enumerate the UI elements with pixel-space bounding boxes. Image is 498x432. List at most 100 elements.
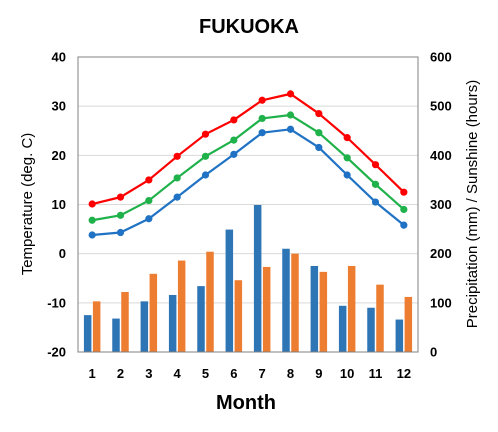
line-series-layer <box>88 90 408 239</box>
bar <box>376 284 384 352</box>
data-point <box>173 193 181 201</box>
y-axis-right-label: Precipitation (mm) / Sunshine (hours) <box>464 80 481 328</box>
x-tick-label: 6 <box>230 366 237 381</box>
bar <box>347 265 356 352</box>
bar <box>338 305 347 352</box>
bar <box>206 251 214 352</box>
data-point <box>286 90 295 98</box>
plot-area <box>77 56 419 353</box>
data-point <box>371 161 380 169</box>
data-point <box>286 125 295 133</box>
data-point <box>145 215 153 223</box>
x-tick-label: 11 <box>369 366 383 381</box>
x-tick-label: 4 <box>174 366 182 381</box>
bar <box>395 319 404 352</box>
y-axis-left-label: Temperature (deg. C) <box>19 133 36 276</box>
bar <box>121 292 129 352</box>
data-point <box>343 154 351 162</box>
bar <box>92 301 101 352</box>
chart-title: FUKUOKA <box>199 16 299 38</box>
bar <box>197 286 205 352</box>
x-tick-label: 10 <box>340 366 354 381</box>
bar <box>282 248 290 352</box>
y-left-tick-label: 0 <box>59 246 66 261</box>
data-point <box>201 152 210 160</box>
data-point <box>116 211 125 219</box>
bar <box>234 280 243 352</box>
series-line <box>92 128 405 237</box>
y-right-tick-label: 600 <box>430 50 452 65</box>
bar <box>149 273 158 352</box>
data-point <box>371 198 380 206</box>
y-right-tick-label: 200 <box>430 246 452 261</box>
y-right-tick-label: 400 <box>430 148 452 163</box>
data-point <box>173 174 181 182</box>
data-point <box>230 136 238 144</box>
x-tick-label: 3 <box>145 366 152 381</box>
gridlines <box>78 105 418 304</box>
y-right-tick-labels: 0 100 200 300 400 500 600 <box>430 50 452 360</box>
data-point <box>173 152 181 160</box>
y-left-tick-label: 30 <box>52 99 66 114</box>
data-point <box>315 143 323 152</box>
data-point <box>400 221 408 229</box>
y-left-tick-label: -20 <box>47 345 66 360</box>
data-point <box>400 188 408 196</box>
y-left-tick-labels: -20 -10 0 10 20 30 40 <box>47 50 66 360</box>
data-point <box>145 176 153 184</box>
data-point <box>145 196 153 205</box>
bar <box>404 296 413 352</box>
data-point <box>400 205 408 214</box>
bar <box>291 253 299 352</box>
bar <box>310 265 319 352</box>
y-left-tick-label: -10 <box>47 295 66 310</box>
data-point <box>230 116 238 124</box>
series-line <box>91 92 405 206</box>
x-tick-label: 1 <box>89 366 96 381</box>
data-point <box>315 129 323 137</box>
x-tick-label: 5 <box>202 366 209 381</box>
y-left-tick-label: 40 <box>52 50 66 65</box>
data-point <box>88 216 96 224</box>
bar <box>253 204 262 352</box>
x-tick-label: 7 <box>259 366 266 381</box>
bar-series-layer <box>83 204 413 352</box>
x-tick-label: 12 <box>397 366 411 381</box>
bar <box>225 229 234 352</box>
data-point <box>230 150 238 158</box>
bar <box>112 318 120 352</box>
data-point <box>201 130 210 138</box>
y-left-tick-label: 20 <box>52 148 66 163</box>
data-point <box>371 180 380 188</box>
data-point <box>315 109 323 118</box>
data-point <box>286 111 295 119</box>
x-tick-label: 9 <box>315 366 322 381</box>
y-right-tick-label: 500 <box>430 99 452 114</box>
bar <box>319 271 328 352</box>
y-right-tick-label: 300 <box>430 197 452 212</box>
y-right-tick-label: 100 <box>430 295 452 310</box>
data-point <box>343 134 351 142</box>
data-point <box>258 114 266 123</box>
x-tick-label: 2 <box>117 366 124 381</box>
data-point <box>116 228 125 237</box>
bar <box>262 266 271 352</box>
bar <box>83 315 92 352</box>
x-tick-labels: 1 2 3 4 5 6 7 8 9 10 11 12 <box>89 366 412 381</box>
data-point <box>258 96 266 104</box>
bar <box>140 301 149 352</box>
y-right-tick-label: 0 <box>430 345 437 360</box>
data-point <box>343 171 351 179</box>
data-point <box>201 171 210 179</box>
data-point <box>88 200 96 208</box>
y-left-tick-label: 10 <box>52 197 66 212</box>
bar <box>367 307 375 352</box>
bar <box>168 294 177 352</box>
x-axis-label: Month <box>216 392 276 414</box>
bar <box>177 260 186 352</box>
series-line <box>91 113 405 222</box>
data-point <box>116 193 125 201</box>
data-point <box>258 129 266 137</box>
data-point <box>88 231 96 239</box>
